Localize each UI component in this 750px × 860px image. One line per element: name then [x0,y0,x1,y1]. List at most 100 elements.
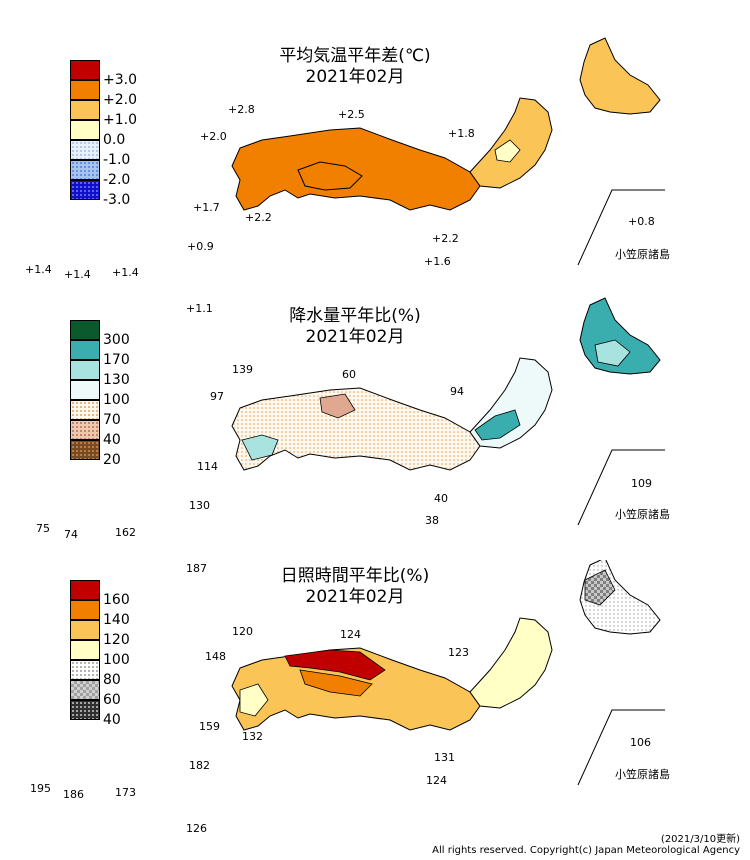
temperature-subtitle: 2021年02月 [305,67,405,87]
legend-swatch [70,340,100,360]
sunshine-ratio-panel: 日照時間平年比(%) 2021年02月 160 140 120 100 80 6… [0,560,750,835]
precipitation-subtitle: 2021年02月 [305,327,405,347]
ogasawara-inset-frame [577,709,665,786]
station-label-hachijo: +2.2 [432,232,459,245]
legend-label: 160 [103,592,130,608]
footer: (2021/3/10更新) All rights reserved. Copyr… [432,830,740,856]
legend-swatch [70,320,100,340]
station-label-tanegashima: 132 [242,730,263,743]
legend-label: 140 [103,612,130,628]
map-region-kyushu-blue [241,434,279,461]
map-region-shikoku [297,161,363,191]
legend-swatch [70,700,100,720]
legend-swatch [70,140,100,160]
station-label-amami: 130 [189,499,210,512]
station-label-daito: +1.1 [186,302,213,315]
precipitation-map [231,297,665,526]
station-label-ogasawara: 106 [630,736,651,749]
station-label-oki: 148 [205,650,226,663]
map-region-tohoku-teal [474,409,521,441]
legend-label: -2.0 [103,172,131,188]
legend-label: +2.0 [103,92,137,108]
station-label-okinawa: 173 [115,786,136,799]
station-label-oki: 97 [210,390,224,403]
station-label-amami: +0.9 [187,240,214,253]
station-label-sado: 124 [340,628,361,641]
ogasawara-inset-frame [577,189,665,266]
map-region-west-japan [231,387,481,471]
station-label-sado: 60 [342,368,356,381]
legend-label: -1.0 [103,152,131,168]
ogasawara-label: 小笠原諸島 [615,768,670,781]
precipitation-ratio-panel: 降水量平年比(%) 2021年02月 300 170 130 100 70 40… [0,290,750,575]
legend-swatch [70,380,100,400]
legend-swatch [70,100,100,120]
station-label-yonaguni: 195 [30,782,51,795]
legend-label: 60 [103,692,121,708]
legend-label: 120 [103,632,130,648]
station-label-rebun: +2.8 [228,103,255,116]
station-label-hachijo: 40 [434,492,448,505]
legend-label: 100 [103,392,130,408]
station-label-rebun: 139 [232,363,253,376]
map-region-chugoku-orange [299,669,373,697]
legend-swatch [70,600,100,620]
legend-swatch [70,160,100,180]
station-label-ogasawara: +0.8 [628,215,655,228]
legend-swatch [70,580,100,600]
legend-label: 70 [103,412,121,428]
map-region-tohoku [469,617,553,709]
legend-label: -3.0 [103,192,131,208]
legend-swatch [70,640,100,660]
station-label-miyako: 186 [63,788,84,801]
station-label-ogasawara: 109 [631,477,652,490]
legend-label: 40 [103,432,121,448]
station-label-miyako: +1.4 [64,268,91,281]
station-label-amami: 182 [189,759,210,772]
station-label-kanto-isl: +1.8 [448,127,475,140]
legend-label: +1.0 [103,112,137,128]
map-region-tohoku-light [494,139,521,163]
map-region-kinki-brown [319,393,356,419]
legend-swatch [70,660,100,680]
sunshine-map [231,560,665,786]
station-label-tanegashima: +2.2 [245,211,272,224]
station-label-okinawa: 162 [115,526,136,539]
station-label-oki: +2.0 [200,130,227,143]
sunshine-title-text: 日照時間平年比(%) [280,566,430,586]
station-label-okinawa: +1.4 [112,266,139,279]
map-region-hokkaido-light [594,339,631,367]
ogasawara-inset-frame [577,449,665,526]
station-label-kanto-isl: 94 [450,385,464,398]
legend-swatch [70,420,100,440]
legend-label: 40 [103,712,121,728]
ogasawara-label: 小笠原諸島 [615,248,670,261]
map-region-chugoku-red [284,649,386,681]
map-region-hokkaido [579,37,661,115]
legend-swatch [70,440,100,460]
legend-label: 80 [103,672,121,688]
legend-label: 300 [103,332,130,348]
update-date: (2021/3/10更新) [660,834,740,845]
temperature-anomaly-panel: 平均気温平年差(℃) 2021年02月 +3.0 +2.0 +1.0 0.0 -… [0,0,750,315]
copyright: All rights reserved. Copyright(c) Japan … [432,845,740,856]
legend-label: 170 [103,352,130,368]
legend-label: 0.0 [103,132,126,148]
map-region-kyushu-light [239,683,269,717]
station-label-goto: 114 [197,460,218,473]
station-label-rebun: 120 [232,625,253,638]
station-label-yonaguni: +1.4 [25,263,52,276]
legend-swatch [70,180,100,200]
sunshine-title: 日照時間平年比(%) 2021年02月 [250,566,460,608]
legend-label: 100 [103,652,130,668]
temperature-title-text: 平均気温平年差(℃) [279,46,431,66]
legend-label: +3.0 [103,72,137,88]
legend-label: 20 [103,452,121,468]
station-label-izu-s: 38 [425,514,439,527]
legend-swatch [70,120,100,140]
station-label-izu-s: 124 [426,774,447,787]
legend-swatch [70,620,100,640]
station-label-daito: 187 [186,562,207,575]
legend-label: 130 [103,372,130,388]
station-label-hachijo: 131 [434,751,455,764]
